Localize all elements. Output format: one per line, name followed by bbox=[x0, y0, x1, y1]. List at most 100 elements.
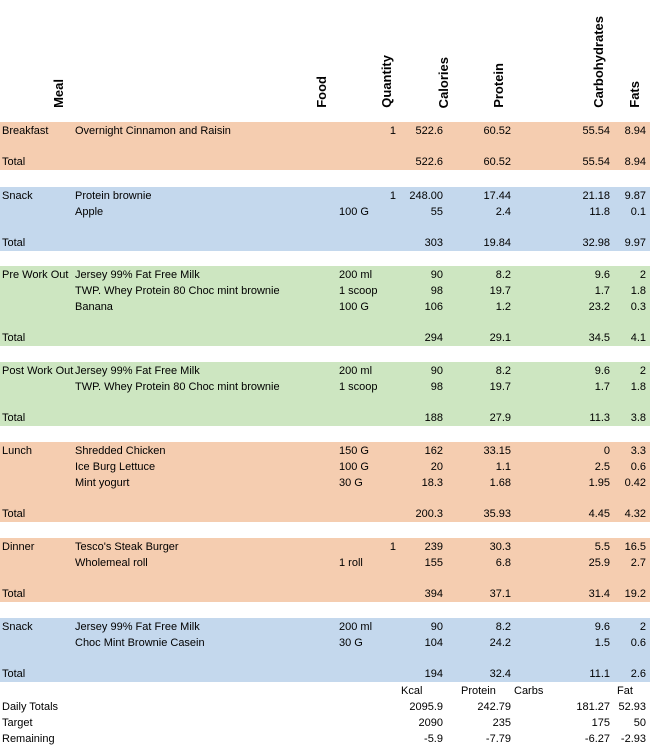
food-name: Mint yogurt bbox=[75, 477, 130, 489]
food-protein: 8.2 bbox=[495, 269, 511, 281]
total-protein: 29.1 bbox=[489, 332, 511, 344]
summary-label: Daily Totals bbox=[2, 701, 59, 713]
food-name: Jersey 99% Fat Free Milk bbox=[75, 365, 200, 377]
total-calories: 303 bbox=[424, 237, 443, 249]
summary-fats: -2.93 bbox=[620, 733, 646, 745]
total-protein: 60.52 bbox=[483, 156, 511, 168]
food-calories: 155 bbox=[424, 557, 443, 569]
food-calories: 104 bbox=[424, 637, 443, 649]
meal-name: Breakfast bbox=[2, 125, 49, 137]
meal-section-band bbox=[0, 187, 650, 251]
total-row: Total 303 19.84 32.98 9.97 bbox=[0, 235, 650, 251]
total-calories: 394 bbox=[424, 588, 443, 600]
header-meal: Meal bbox=[51, 79, 66, 108]
total-row: Total 522.6 60.52 55.54 8.94 bbox=[0, 154, 650, 170]
food-count: 1 bbox=[389, 541, 396, 553]
meal-section-band bbox=[0, 538, 650, 602]
food-name: TWP. Whey Protein 80 Choc mint brownie bbox=[75, 285, 280, 297]
summary-header-fat: Fat bbox=[617, 685, 633, 697]
food-carbs: 11.8 bbox=[589, 206, 610, 218]
meal-section-band bbox=[0, 362, 650, 426]
total-label: Total bbox=[2, 237, 26, 249]
food-protein: 30.3 bbox=[489, 541, 511, 553]
food-protein: 1.1 bbox=[495, 461, 511, 473]
food-fats: 0.6 bbox=[630, 461, 646, 473]
header-carbohydrates: Carbohydrates bbox=[591, 16, 606, 108]
food-quantity: 30 G bbox=[339, 637, 363, 649]
total-label: Total bbox=[2, 332, 26, 344]
total-label: Total bbox=[2, 156, 26, 168]
meal-name: Post Work Out bbox=[2, 365, 74, 377]
table-row: Post Work Out Jersey 99% Fat Free Milk 200… bbox=[0, 363, 650, 379]
food-calories: 106 bbox=[424, 301, 443, 313]
summary-protein: -7.79 bbox=[485, 733, 511, 745]
food-quantity: 30 G bbox=[339, 477, 363, 489]
total-fats: 3.8 bbox=[630, 412, 646, 424]
meal-name: Snack bbox=[2, 621, 33, 633]
summary-carbs: 181.27 bbox=[576, 701, 610, 713]
food-fats: 8.94 bbox=[624, 125, 646, 137]
total-calories: 522.6 bbox=[415, 156, 443, 168]
food-calories: 90 bbox=[430, 269, 443, 281]
table-row: Pre Work Out Jersey 99% Fat Free Milk 200 … bbox=[0, 267, 650, 283]
table-row: Apple 100 G 55 2.4 11.8 0.1 bbox=[0, 204, 650, 220]
total-label: Total bbox=[2, 508, 26, 520]
food-count: 1 bbox=[389, 125, 396, 137]
food-calories: 248.00 bbox=[409, 190, 443, 202]
total-fats: 2.6 bbox=[630, 668, 646, 680]
meal-name: Snack bbox=[2, 190, 33, 202]
total-row: Total 194 32.4 11.1 2.6 bbox=[0, 666, 650, 682]
table-row: Choc Mint Brownie Casein 30 G 104 24.2 1.5 0.… bbox=[0, 635, 650, 651]
food-protein: 8.2 bbox=[495, 365, 511, 377]
summary-carbs: -6.27 bbox=[584, 733, 610, 745]
food-calories: 239 bbox=[424, 541, 443, 553]
summary-header-protein: Protein bbox=[461, 685, 496, 697]
total-label: Total bbox=[2, 588, 26, 600]
food-fats: 2 bbox=[639, 621, 646, 633]
food-carbs: 9.6 bbox=[594, 269, 610, 281]
summary-header-row: Kcal Protein Carbs Fat bbox=[0, 683, 650, 699]
food-quantity: 1 scoop bbox=[339, 285, 378, 297]
summary-calories: 2090 bbox=[418, 717, 443, 729]
total-carbs: 11.3 bbox=[589, 412, 610, 424]
food-carbs: 25.9 bbox=[588, 557, 610, 569]
total-fats: 19.2 bbox=[624, 588, 646, 600]
table-row: Banana 100 G 106 1.2 23.2 0.3 bbox=[0, 299, 650, 315]
food-name: Apple bbox=[75, 206, 104, 218]
food-calories: 20 bbox=[430, 461, 443, 473]
header-calories: Calories bbox=[436, 56, 451, 108]
total-row: Total 394 37.1 31.4 19.2 bbox=[0, 586, 650, 602]
summary-protein: 235 bbox=[492, 717, 511, 729]
meal-section-band bbox=[0, 618, 650, 682]
food-name: Jersey 99% Fat Free Milk bbox=[75, 269, 200, 281]
food-name: Banana bbox=[75, 301, 113, 313]
summary-label: Remaining bbox=[2, 733, 55, 745]
table-row: TWP. Whey Protein 80 Choc mint brownie 1 … bbox=[0, 283, 650, 299]
table-row: Snack Jersey 99% Fat Free Milk 200 ml 90 8.2… bbox=[0, 619, 650, 635]
food-protein: 1.68 bbox=[489, 477, 511, 489]
food-fats: 1.8 bbox=[630, 381, 646, 393]
total-fats: 4.1 bbox=[630, 332, 646, 344]
food-carbs: 2.5 bbox=[594, 461, 610, 473]
table-row: Lunch Shredded Chicken 150 G 162 33.15 0 3.3 bbox=[0, 443, 650, 459]
food-carbs: 5.5 bbox=[594, 541, 610, 553]
total-label: Total bbox=[2, 412, 26, 424]
food-fats: 16.5 bbox=[624, 541, 646, 553]
table-row: Snack Protein brownie 1 248.00 17.44 21.18 9.8… bbox=[0, 188, 650, 204]
total-fats: 8.94 bbox=[624, 156, 646, 168]
food-protein: 33.15 bbox=[483, 445, 511, 457]
table-row: Dinner Tesco's Steak Burger 1 239 30.3 5.5 16.… bbox=[0, 539, 650, 555]
food-carbs: 0 bbox=[603, 445, 610, 457]
total-label: Total bbox=[2, 668, 26, 680]
food-quantity: 100 G bbox=[339, 301, 369, 313]
food-quantity: 1 roll bbox=[339, 557, 363, 569]
table-row: Breakfast Overnight Cinnamon and Raisin 1 5… bbox=[0, 123, 650, 139]
food-calories: 98 bbox=[430, 381, 443, 393]
table-row: TWP. Whey Protein 80 Choc mint brownie 1 … bbox=[0, 379, 650, 395]
food-count: 1 bbox=[389, 190, 396, 202]
meal-name: Lunch bbox=[2, 445, 32, 457]
header-food: Food bbox=[314, 76, 329, 108]
food-quantity: 200 ml bbox=[339, 621, 373, 633]
food-fats: 0.3 bbox=[630, 301, 646, 313]
summary-calories: -5.9 bbox=[424, 733, 443, 745]
